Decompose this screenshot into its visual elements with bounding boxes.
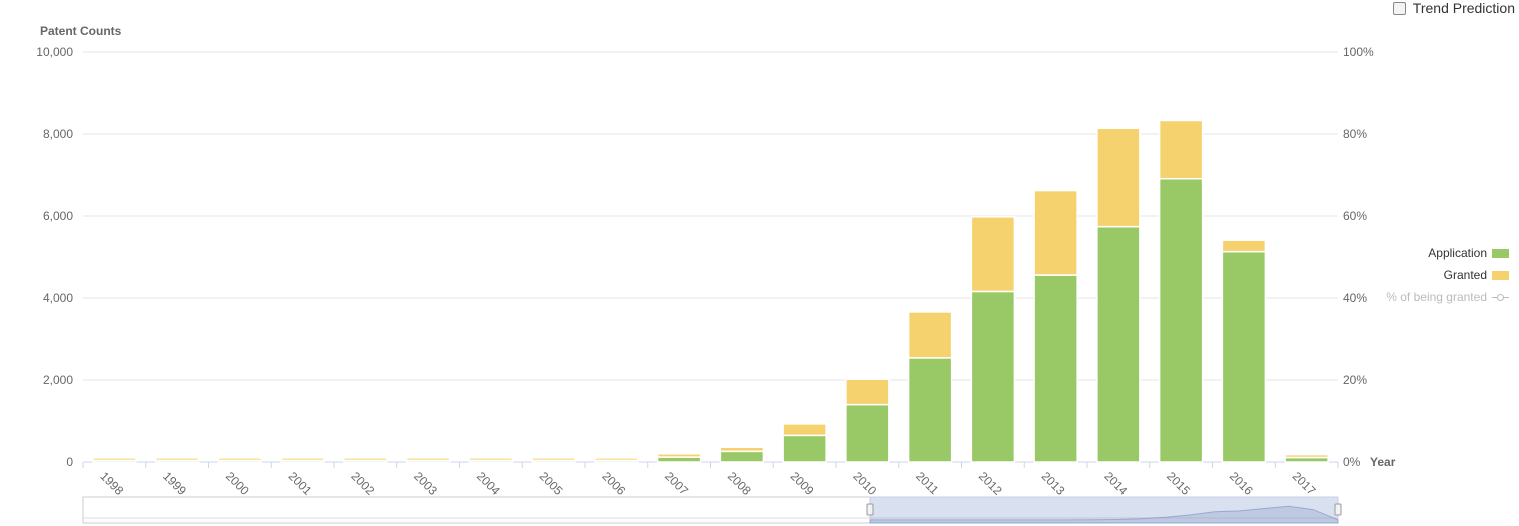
legend-label: Application: [1428, 246, 1487, 260]
bar-granted-2014: [1097, 128, 1140, 226]
bar-granted-2016: [1222, 240, 1265, 251]
legend-item-application[interactable]: Application: [1386, 242, 1509, 264]
legend-swatch: [1492, 271, 1509, 280]
x-tick-label: 2011: [913, 469, 941, 497]
y-axis-title: Patent Counts: [40, 24, 122, 38]
x-tick-label: 2003: [411, 469, 440, 498]
x-tick-label: 2004: [474, 469, 503, 498]
bar-application-2016: [1222, 252, 1265, 462]
x-tick-label: 2012: [976, 469, 1005, 498]
y-tick-label: 10,000: [36, 45, 73, 59]
x-tick-label: 2009: [788, 469, 817, 498]
y-tick-label: 4,000: [43, 291, 73, 305]
navigator-right-handle[interactable]: [1335, 504, 1341, 515]
x-tick-label: 2006: [599, 469, 628, 498]
bar-application-2015: [1160, 179, 1203, 462]
x-tick-label: 2015: [1164, 469, 1193, 498]
bar-granted-2010: [846, 379, 889, 404]
x-tick-label: 2005: [537, 469, 566, 498]
bar-granted-2002: [344, 458, 387, 460]
bar-granted-2008: [720, 447, 763, 451]
chart-legend: Application Granted % of being granted: [1386, 242, 1509, 308]
checkbox-icon[interactable]: [1393, 2, 1406, 15]
bar-granted-2017: [1285, 455, 1328, 458]
x-tick-label: 1998: [97, 469, 126, 498]
bar-granted-2000: [218, 458, 261, 460]
bar-application-2013: [1034, 275, 1077, 462]
trend-prediction-label: Trend Prediction: [1413, 0, 1515, 16]
bar-granted-1998: [93, 458, 136, 460]
bar-granted-1999: [156, 458, 199, 460]
x-tick-label: 2002: [348, 469, 377, 498]
y-tick-label: 6,000: [43, 209, 73, 223]
y-tick-label: 8,000: [43, 127, 73, 141]
legend-swatch: [1492, 249, 1509, 258]
bar-granted-2009: [783, 424, 826, 435]
range-navigator[interactable]: [83, 497, 1341, 523]
x-tick-label: 2017: [1290, 469, 1319, 498]
x-tick-label: 2013: [1039, 469, 1068, 498]
x-tick-label: 2016: [1227, 469, 1256, 498]
bar-application-2008: [720, 451, 763, 462]
bar-granted-2013: [1034, 191, 1077, 275]
x-tick-label: 2010: [850, 469, 879, 498]
bar-granted-2015: [1160, 120, 1203, 178]
y-axis-ticks: 0 2,000 4,000 6,000 8,000 10,000: [36, 45, 73, 469]
legend-item-grant-rate[interactable]: % of being granted: [1386, 286, 1509, 308]
x-tick-label: 2008: [725, 469, 754, 498]
line-marker-icon: [1492, 293, 1509, 302]
y2-tick-label: 100%: [1343, 45, 1374, 59]
trend-prediction-toggle[interactable]: Trend Prediction: [1393, 0, 1515, 16]
x-axis-title: Year: [1370, 455, 1396, 469]
legend-label: Granted: [1444, 268, 1487, 282]
y2-tick-label: 0%: [1343, 455, 1361, 469]
bar-granted-2001: [281, 458, 324, 460]
bar-application-2011: [909, 358, 952, 462]
bar-application-2014: [1097, 227, 1140, 462]
bar-granted-2004: [469, 458, 512, 460]
bar-granted-2007: [658, 454, 701, 457]
legend-label: % of being granted: [1386, 290, 1487, 304]
bars: [93, 120, 1328, 462]
legend-item-granted[interactable]: Granted: [1386, 264, 1509, 286]
x-tick-label: 2001: [286, 469, 315, 498]
y-tick-label: 0: [66, 455, 73, 469]
x-tick-label: 2007: [662, 469, 691, 498]
bar-application-2009: [783, 435, 826, 462]
y2-tick-label: 80%: [1343, 127, 1367, 141]
y2-tick-label: 40%: [1343, 291, 1367, 305]
bar-granted-2011: [909, 312, 952, 358]
x-tick-label: 2000: [223, 469, 252, 498]
bar-granted-2012: [971, 217, 1014, 292]
bar-granted-2003: [407, 458, 450, 460]
y-tick-label: 2,000: [43, 373, 73, 387]
bar-application-2010: [846, 405, 889, 462]
bar-granted-2006: [595, 458, 638, 460]
bar-granted-2005: [532, 458, 575, 460]
bar-application-2012: [971, 291, 1014, 462]
navigator-left-handle[interactable]: [867, 504, 873, 515]
grid-lines: [83, 52, 1338, 462]
x-tick-label: 2014: [1101, 469, 1130, 498]
x-tick-label: 1999: [160, 469, 189, 498]
y2-tick-label: 60%: [1343, 209, 1367, 223]
y2-tick-label: 20%: [1343, 373, 1367, 387]
x-axis-ticks: 1998 1999 2000 2001 2002 2003 2004 2005 2006 2007…: [83, 462, 1338, 498]
y2-axis-ticks: 0% 20% 40% 60% 80% 100%: [1343, 45, 1374, 469]
